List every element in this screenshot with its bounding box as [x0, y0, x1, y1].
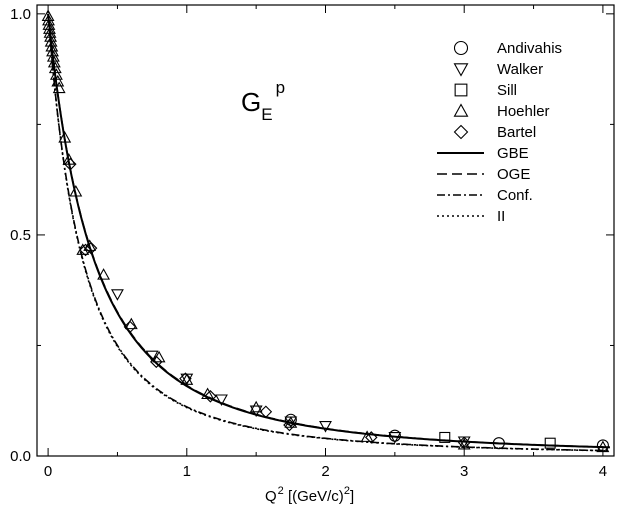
legend-label: II — [497, 208, 505, 225]
hoehler-point — [124, 317, 138, 330]
hoehler-point — [52, 81, 66, 94]
bartel-point — [283, 418, 296, 432]
x-label-sup: 2 — [278, 485, 284, 497]
legend-label: Walker — [497, 61, 543, 78]
annotation-main: G — [241, 87, 261, 117]
x-tick-label: 3 — [460, 463, 468, 480]
andivahis-point — [388, 429, 401, 442]
legend: Andivahis Walker Sill Hoehler Bartel GBE OGE Co… — [437, 40, 562, 225]
curve-oge — [47, 13, 610, 448]
sill-point — [544, 437, 556, 449]
hoehler-point — [44, 35, 58, 47]
hoehler-point — [62, 153, 76, 165]
annotation-sup: p — [276, 78, 285, 97]
legend-label: Andivahis — [497, 40, 562, 57]
x-label-tail: ] — [350, 488, 354, 505]
hoehler-point — [46, 44, 59, 57]
x-tick-label: 0 — [44, 463, 52, 480]
legend-marker-bartel — [453, 124, 469, 140]
x-label-unit: [(GeV/c) — [284, 488, 344, 505]
walker-point — [145, 350, 159, 363]
hoehler-point — [249, 400, 263, 413]
x-axis-label: Q2 [(GeV/c)2] — [265, 485, 354, 505]
series-sill — [439, 431, 556, 449]
legend-label: Hoehler — [497, 103, 550, 120]
legend-label: Conf. — [497, 187, 533, 204]
hoehler-point — [47, 55, 61, 68]
axis-ticks: 0 1 2 3 4 0.0 0.5 1.0 — [10, 5, 614, 480]
hoehler-point — [360, 430, 374, 442]
bartel-point — [179, 372, 192, 385]
bartel-point — [364, 431, 378, 444]
annotation-sub: E — [261, 105, 272, 124]
bartel-point — [259, 405, 273, 419]
hoehler-point — [284, 416, 298, 428]
hoehler-point — [58, 131, 72, 143]
legend-label: Bartel — [497, 124, 536, 141]
hoehler-point — [97, 268, 111, 280]
walker-point — [111, 289, 124, 301]
bartel-point — [84, 241, 98, 255]
sill-point — [439, 431, 451, 443]
bartel-point — [150, 355, 163, 369]
legend-marker-sill — [454, 83, 468, 97]
legend-label: GBE — [497, 145, 529, 162]
bartel-point — [204, 390, 217, 403]
walker-point — [249, 405, 263, 418]
bartel-point — [79, 243, 92, 257]
andivahis-point — [284, 413, 297, 426]
walker-point — [319, 420, 332, 433]
hoehler-point — [44, 30, 58, 42]
hoehler-point — [45, 39, 59, 52]
walker-point — [215, 394, 228, 407]
x-tick-label: 1 — [183, 463, 191, 480]
legend-marker-hoehler — [453, 103, 469, 117]
legend-label: Sill — [497, 82, 517, 99]
plot-annotation: GEp — [241, 78, 285, 124]
legend-marker-andivahis — [453, 40, 469, 56]
y-tick-label: 0.0 — [10, 448, 31, 465]
data-markers — [41, 9, 610, 453]
bartel-point — [64, 157, 77, 171]
hoehler-point — [69, 184, 83, 197]
hoehler-point — [46, 50, 60, 62]
x-label-sup2: 2 — [344, 485, 350, 497]
model-curves — [47, 13, 610, 452]
x-label-q: Q — [265, 488, 277, 505]
y-tick-label: 0.5 — [10, 227, 31, 244]
legend-marker-walker — [453, 63, 469, 77]
x-tick-label: 4 — [599, 463, 607, 480]
andivahis-point — [492, 437, 505, 450]
legend-label: OGE — [497, 166, 530, 183]
y-tick-label: 1.0 — [10, 6, 31, 23]
bartel-point — [123, 320, 137, 334]
hoehler-point — [48, 61, 62, 74]
x-tick-label: 2 — [321, 463, 329, 480]
walker-point — [388, 432, 402, 444]
series-bartel — [64, 157, 471, 450]
curve-ii — [47, 13, 610, 452]
